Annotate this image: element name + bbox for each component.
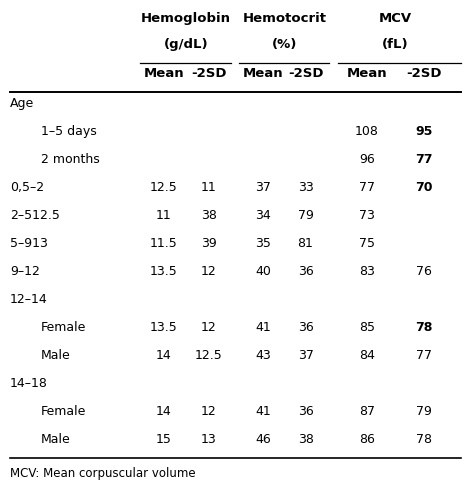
Text: 13.5: 13.5 [150, 264, 178, 277]
Text: 2–512.5: 2–512.5 [10, 208, 60, 221]
Text: 75: 75 [359, 237, 375, 250]
Text: 81: 81 [298, 237, 313, 250]
Text: 2 months: 2 months [41, 153, 100, 166]
Text: 13.5: 13.5 [150, 320, 178, 333]
Text: 12: 12 [201, 320, 217, 333]
Text: Mean: Mean [243, 67, 283, 80]
Text: 12.5: 12.5 [195, 348, 222, 361]
Text: 78: 78 [416, 432, 432, 445]
Text: 86: 86 [359, 432, 375, 445]
Text: Mean: Mean [144, 67, 184, 80]
Text: 12: 12 [201, 404, 217, 417]
Text: 36: 36 [298, 264, 313, 277]
Text: 12–14: 12–14 [10, 292, 48, 305]
Text: 85: 85 [359, 320, 375, 333]
Text: 11: 11 [201, 180, 217, 193]
Text: Age: Age [10, 96, 35, 109]
Text: 79: 79 [298, 208, 313, 221]
Text: 76: 76 [416, 264, 432, 277]
Text: 35: 35 [255, 237, 271, 250]
Text: 5–913: 5–913 [10, 237, 48, 250]
Text: 83: 83 [359, 264, 375, 277]
Text: 36: 36 [298, 404, 313, 417]
Text: 33: 33 [298, 180, 313, 193]
Text: 46: 46 [255, 432, 271, 445]
Text: 37: 37 [298, 348, 313, 361]
Text: -2SD: -2SD [406, 67, 441, 80]
Text: 13: 13 [201, 432, 217, 445]
Text: 79: 79 [416, 404, 432, 417]
Text: Hemoglobin: Hemoglobin [141, 12, 231, 25]
Text: 14: 14 [156, 348, 172, 361]
Text: (%): (%) [272, 38, 297, 51]
Text: 77: 77 [359, 180, 375, 193]
Text: (g/dL): (g/dL) [164, 38, 208, 51]
Text: 77: 77 [415, 153, 432, 166]
Text: 9–12: 9–12 [10, 264, 40, 277]
Text: 36: 36 [298, 320, 313, 333]
Text: 70: 70 [415, 180, 432, 193]
Text: 84: 84 [359, 348, 375, 361]
Text: 12.5: 12.5 [150, 180, 178, 193]
Text: 12: 12 [201, 264, 217, 277]
Text: Male: Male [41, 348, 71, 361]
Text: 78: 78 [415, 320, 432, 333]
Text: 14: 14 [156, 404, 172, 417]
Text: Mean: Mean [346, 67, 387, 80]
Text: 38: 38 [201, 208, 217, 221]
Text: 37: 37 [255, 180, 271, 193]
Text: 1–5 days: 1–5 days [41, 125, 97, 138]
Text: 108: 108 [355, 125, 379, 138]
Text: 34: 34 [255, 208, 271, 221]
Text: 0,5–2: 0,5–2 [10, 180, 44, 193]
Text: 77: 77 [416, 348, 432, 361]
Text: 40: 40 [255, 264, 271, 277]
Text: 96: 96 [359, 153, 375, 166]
Text: 41: 41 [255, 404, 271, 417]
Text: 87: 87 [359, 404, 375, 417]
Text: 11: 11 [156, 208, 172, 221]
Text: 38: 38 [298, 432, 313, 445]
Text: -2SD: -2SD [288, 67, 323, 80]
Text: Hemotocrit: Hemotocrit [242, 12, 326, 25]
Text: (fL): (fL) [382, 38, 409, 51]
Text: 11.5: 11.5 [150, 237, 178, 250]
Text: 95: 95 [415, 125, 432, 138]
Text: Female: Female [41, 404, 86, 417]
Text: 15: 15 [156, 432, 172, 445]
Text: 43: 43 [255, 348, 271, 361]
Text: MCV: Mean corpuscular volume: MCV: Mean corpuscular volume [10, 466, 196, 479]
Text: MCV: MCV [379, 12, 412, 25]
Text: 39: 39 [201, 237, 217, 250]
Text: Male: Male [41, 432, 71, 445]
Text: 41: 41 [255, 320, 271, 333]
Text: -2SD: -2SD [191, 67, 227, 80]
Text: 14–18: 14–18 [10, 376, 48, 389]
Text: 73: 73 [359, 208, 375, 221]
Text: Female: Female [41, 320, 86, 333]
